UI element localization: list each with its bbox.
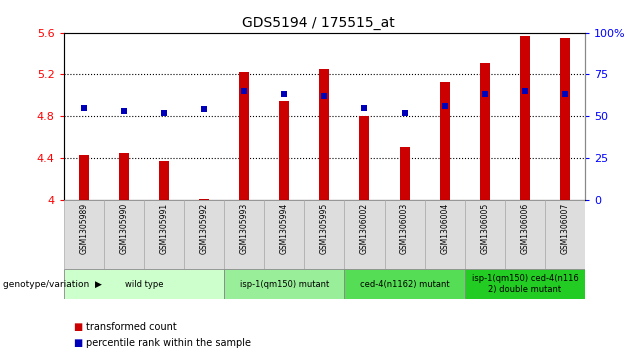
Text: GSM1305994: GSM1305994 xyxy=(280,203,289,254)
Bar xyxy=(264,200,304,269)
Bar xyxy=(144,200,184,269)
Text: GSM1306005: GSM1306005 xyxy=(480,203,489,254)
Text: ■: ■ xyxy=(73,338,83,348)
Bar xyxy=(345,269,465,299)
Text: isp-1(qm150) mutant: isp-1(qm150) mutant xyxy=(240,280,329,289)
Bar xyxy=(64,269,224,299)
Bar xyxy=(224,200,264,269)
Bar xyxy=(239,72,249,200)
Text: ced-4(n1162) mutant: ced-4(n1162) mutant xyxy=(360,280,450,289)
Point xyxy=(439,103,450,109)
Bar xyxy=(425,200,465,269)
Text: GSM1306002: GSM1306002 xyxy=(360,203,369,254)
Text: GSM1305993: GSM1305993 xyxy=(240,203,249,254)
Bar xyxy=(279,101,289,200)
Text: GSM1305992: GSM1305992 xyxy=(200,203,209,254)
Text: genotype/variation  ▶: genotype/variation ▶ xyxy=(3,280,102,289)
Point xyxy=(480,91,490,97)
Bar xyxy=(64,200,104,269)
Bar xyxy=(199,199,209,200)
Text: GSM1305991: GSM1305991 xyxy=(160,203,169,254)
Point xyxy=(359,105,370,111)
Point xyxy=(199,107,209,113)
Point xyxy=(399,110,410,116)
Point xyxy=(159,110,169,116)
Text: GSM1306006: GSM1306006 xyxy=(520,203,529,254)
Bar xyxy=(79,155,88,200)
Point xyxy=(119,108,129,114)
Bar xyxy=(304,200,345,269)
Text: ■: ■ xyxy=(73,322,83,332)
Text: GSM1305989: GSM1305989 xyxy=(79,203,88,254)
Bar xyxy=(184,200,224,269)
Point xyxy=(560,91,570,97)
Text: GSM1306004: GSM1306004 xyxy=(440,203,449,254)
Bar xyxy=(505,200,545,269)
Text: GDS5194 / 175515_at: GDS5194 / 175515_at xyxy=(242,16,394,30)
Text: wild type: wild type xyxy=(125,280,163,289)
Bar xyxy=(159,161,169,200)
Bar xyxy=(104,200,144,269)
Bar xyxy=(545,200,585,269)
Bar xyxy=(385,200,425,269)
Bar xyxy=(439,82,450,200)
Bar xyxy=(465,269,585,299)
Text: GSM1306003: GSM1306003 xyxy=(400,203,409,254)
Text: isp-1(qm150) ced-4(n116
2) double mutant: isp-1(qm150) ced-4(n116 2) double mutant xyxy=(471,274,578,294)
Bar xyxy=(465,200,505,269)
Point xyxy=(520,88,530,94)
Point xyxy=(79,105,89,111)
Bar xyxy=(520,36,530,200)
Bar xyxy=(359,116,370,200)
Point xyxy=(279,91,289,97)
Point xyxy=(319,93,329,99)
Text: GSM1306007: GSM1306007 xyxy=(560,203,570,254)
Bar xyxy=(345,200,385,269)
Text: transformed count: transformed count xyxy=(86,322,177,332)
Bar xyxy=(319,69,329,200)
Text: GSM1305990: GSM1305990 xyxy=(120,203,128,254)
Bar xyxy=(480,63,490,200)
Bar xyxy=(560,38,570,200)
Text: GSM1305995: GSM1305995 xyxy=(320,203,329,254)
Text: percentile rank within the sample: percentile rank within the sample xyxy=(86,338,251,348)
Bar xyxy=(224,269,345,299)
Bar xyxy=(119,153,128,200)
Bar xyxy=(399,147,410,200)
Point xyxy=(239,88,249,94)
